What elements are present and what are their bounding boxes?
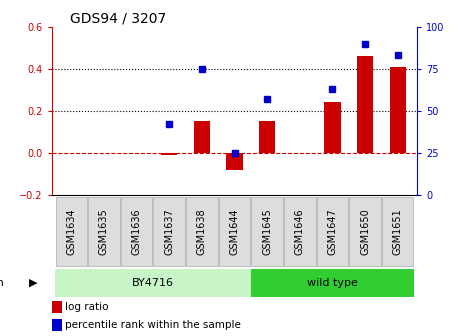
Text: GSM1634: GSM1634 (66, 209, 76, 255)
Text: GSM1637: GSM1637 (164, 208, 174, 255)
Text: percentile rank within the sample: percentile rank within the sample (66, 320, 242, 330)
Bar (186, 197, 218, 266)
Text: wild type: wild type (307, 278, 358, 288)
Bar (325, 102, 340, 153)
Text: GSM1646: GSM1646 (295, 209, 305, 255)
Text: GSM1638: GSM1638 (197, 209, 207, 255)
Text: GSM1651: GSM1651 (393, 208, 403, 255)
Text: GSM1647: GSM1647 (327, 208, 338, 255)
Bar (317, 197, 348, 266)
Bar (227, 153, 242, 170)
Bar (153, 197, 185, 266)
Bar (349, 197, 381, 266)
Bar (52, 301, 62, 313)
Text: GSM1650: GSM1650 (360, 208, 370, 255)
Bar (219, 197, 250, 266)
Text: log ratio: log ratio (66, 302, 109, 312)
Bar (251, 197, 283, 266)
Bar (284, 197, 316, 266)
Bar (52, 319, 62, 331)
Bar (161, 153, 177, 155)
Text: GDS94 / 3207: GDS94 / 3207 (70, 12, 166, 26)
Text: GSM1636: GSM1636 (131, 209, 142, 255)
Text: GSM1645: GSM1645 (262, 208, 272, 255)
Text: GSM1644: GSM1644 (229, 209, 240, 255)
Bar (88, 197, 120, 266)
Bar (251, 269, 414, 297)
Text: GSM1635: GSM1635 (99, 208, 109, 255)
Bar (357, 56, 373, 153)
Text: ▶: ▶ (29, 278, 37, 288)
Bar (259, 121, 275, 153)
Bar (194, 121, 210, 153)
Bar (55, 269, 251, 297)
Text: BY4716: BY4716 (132, 278, 174, 288)
Text: strain: strain (0, 278, 5, 288)
Bar (382, 197, 414, 266)
Bar (121, 197, 152, 266)
Bar (55, 197, 87, 266)
Bar (390, 67, 406, 153)
